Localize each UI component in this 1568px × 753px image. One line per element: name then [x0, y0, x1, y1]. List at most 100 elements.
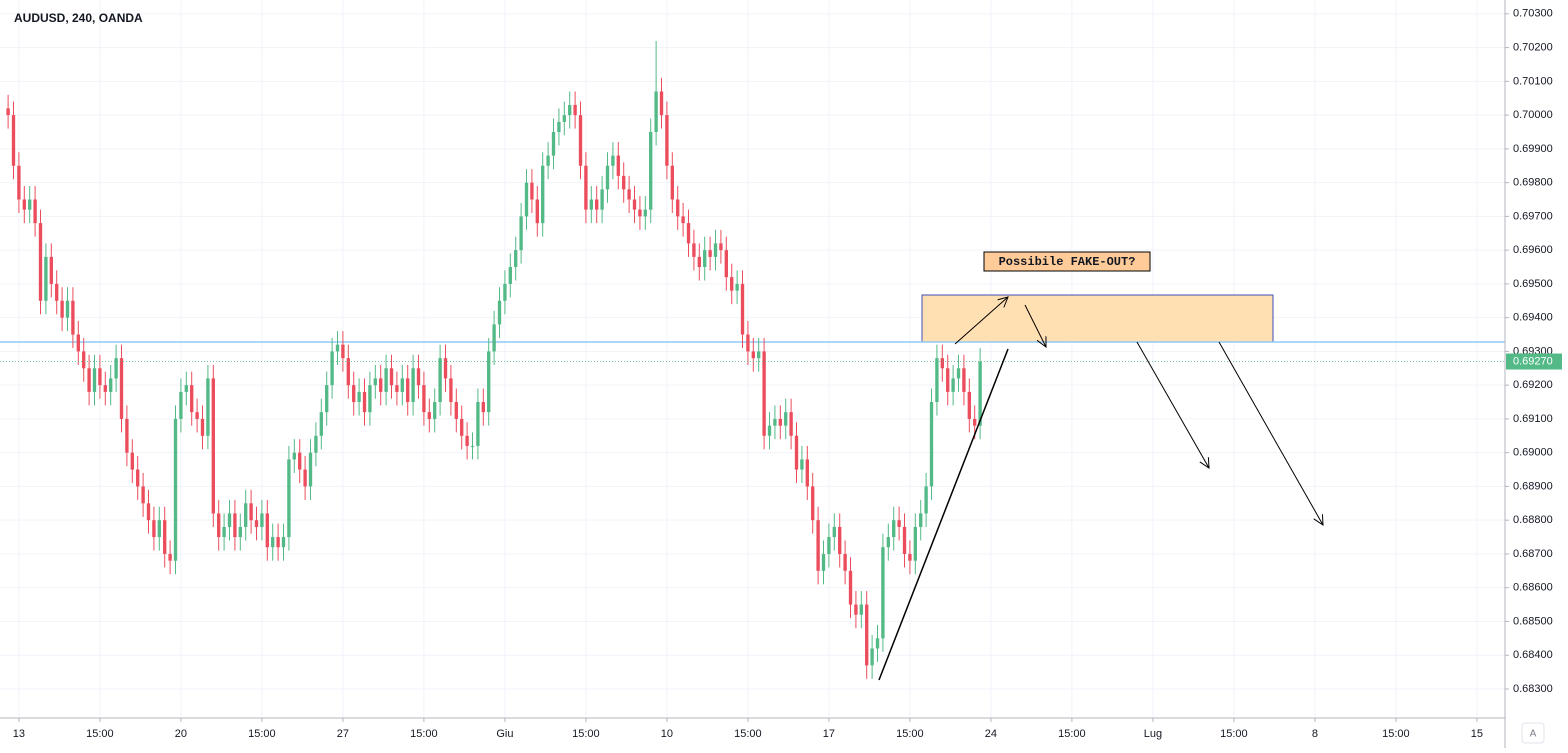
candle-body [427, 412, 431, 419]
candle-body [659, 91, 664, 116]
candle-body [649, 131, 653, 210]
x-tick-label: 15:00 [572, 728, 600, 740]
candle-body [875, 638, 880, 649]
candle-body [686, 223, 691, 244]
candle-body [541, 165, 545, 224]
candle-body [325, 385, 329, 413]
candle-body [816, 520, 820, 571]
candle-body [622, 175, 626, 190]
candle-body [395, 385, 399, 392]
candle-body [600, 189, 604, 210]
auto-scale-label[interactable]: A [1530, 729, 1537, 740]
y-tick-label: 0.68700 [1513, 548, 1553, 560]
candle-body [76, 334, 80, 352]
candle-body [265, 513, 269, 548]
y-tick-label: 0.70200 [1513, 42, 1553, 54]
candle-body [767, 425, 772, 436]
y-tick-label: 0.69000 [1513, 447, 1553, 459]
axes: 0.70300 0.70200 0.70100 0.70000 0.69900 0.698… [13, 8, 1562, 740]
candle-body [514, 250, 518, 268]
candle-body [238, 526, 242, 538]
candle-body [49, 256, 53, 284]
y-tick-label: 0.69100 [1513, 413, 1553, 425]
candle-body [843, 553, 847, 571]
candle-body [573, 104, 577, 116]
candle-body [832, 526, 836, 538]
candle-body [6, 108, 10, 116]
x-tick-label: 24 [985, 728, 997, 740]
candle-body [956, 368, 961, 379]
candle-body [460, 418, 464, 436]
arrow [1218, 341, 1323, 525]
candle-body [730, 277, 734, 291]
x-tick-label: 20 [175, 728, 187, 740]
candle-body [670, 165, 674, 200]
candle-body [859, 604, 863, 615]
candle-body [627, 189, 631, 200]
y-tick-label: 0.70100 [1513, 75, 1553, 87]
candle-body [908, 553, 912, 561]
candle-body [665, 115, 669, 166]
x-tick-label: 15:00 [734, 728, 762, 740]
candle-body [924, 486, 928, 514]
candle-body [141, 486, 145, 504]
candle-body [330, 351, 334, 386]
candle-body [751, 351, 755, 359]
candle-body [173, 418, 178, 561]
zone-rectangle [921, 294, 1274, 343]
y-tick-label: 0.68500 [1513, 615, 1553, 627]
candle-body [55, 283, 59, 301]
candle-body [82, 351, 86, 369]
candle-body [708, 250, 712, 257]
auto-scale-button[interactable] [1521, 722, 1545, 744]
candle-body [962, 368, 966, 392]
candle-body [481, 402, 485, 413]
candle-body [319, 412, 323, 436]
candle-body [919, 513, 923, 527]
candle-body [195, 412, 199, 419]
candle-body [886, 537, 890, 548]
candle-body [287, 459, 291, 538]
y-tick-label: 0.69200 [1513, 379, 1553, 391]
candle-body [929, 402, 934, 487]
x-tick-label: 15:00 [896, 728, 924, 740]
x-tick-label: 15:00 [248, 728, 276, 740]
arrow [954, 297, 1008, 345]
candle-body [233, 513, 237, 538]
candle-body [87, 368, 91, 392]
candle-body [254, 520, 259, 527]
grid [0, 0, 1505, 718]
candle-body [449, 378, 453, 403]
y-tick-label: 0.68600 [1513, 582, 1553, 594]
candle-body [740, 283, 745, 335]
candle-body [298, 452, 302, 470]
candle-body [249, 503, 253, 521]
candle-body [789, 412, 793, 436]
candle-body [854, 604, 858, 615]
candle-body [227, 513, 232, 527]
candle-body [794, 435, 799, 470]
candle-body [303, 469, 307, 487]
candle-body [865, 604, 869, 666]
x-tick-label: 15:00 [1382, 728, 1410, 740]
candle-body [379, 378, 383, 392]
candle-body [902, 526, 907, 554]
candle-body [400, 378, 404, 392]
y-tick-label: 0.70300 [1513, 8, 1553, 20]
candle-body [368, 385, 372, 413]
candle-body [881, 547, 885, 639]
candle-body [503, 283, 507, 301]
y-tick-label: 0.68400 [1513, 649, 1553, 661]
x-tick-label: Lug [1144, 728, 1162, 740]
candle-body [71, 300, 75, 335]
candle-body [605, 165, 610, 190]
candle-body [11, 115, 16, 166]
candle-body [335, 344, 340, 352]
candle-body [103, 385, 107, 392]
x-tick-label: 10 [661, 728, 673, 740]
candle-body [179, 391, 183, 419]
arrow [1136, 341, 1209, 468]
candle-body [800, 459, 804, 470]
candle-body [827, 537, 831, 554]
candle-body [163, 520, 167, 554]
